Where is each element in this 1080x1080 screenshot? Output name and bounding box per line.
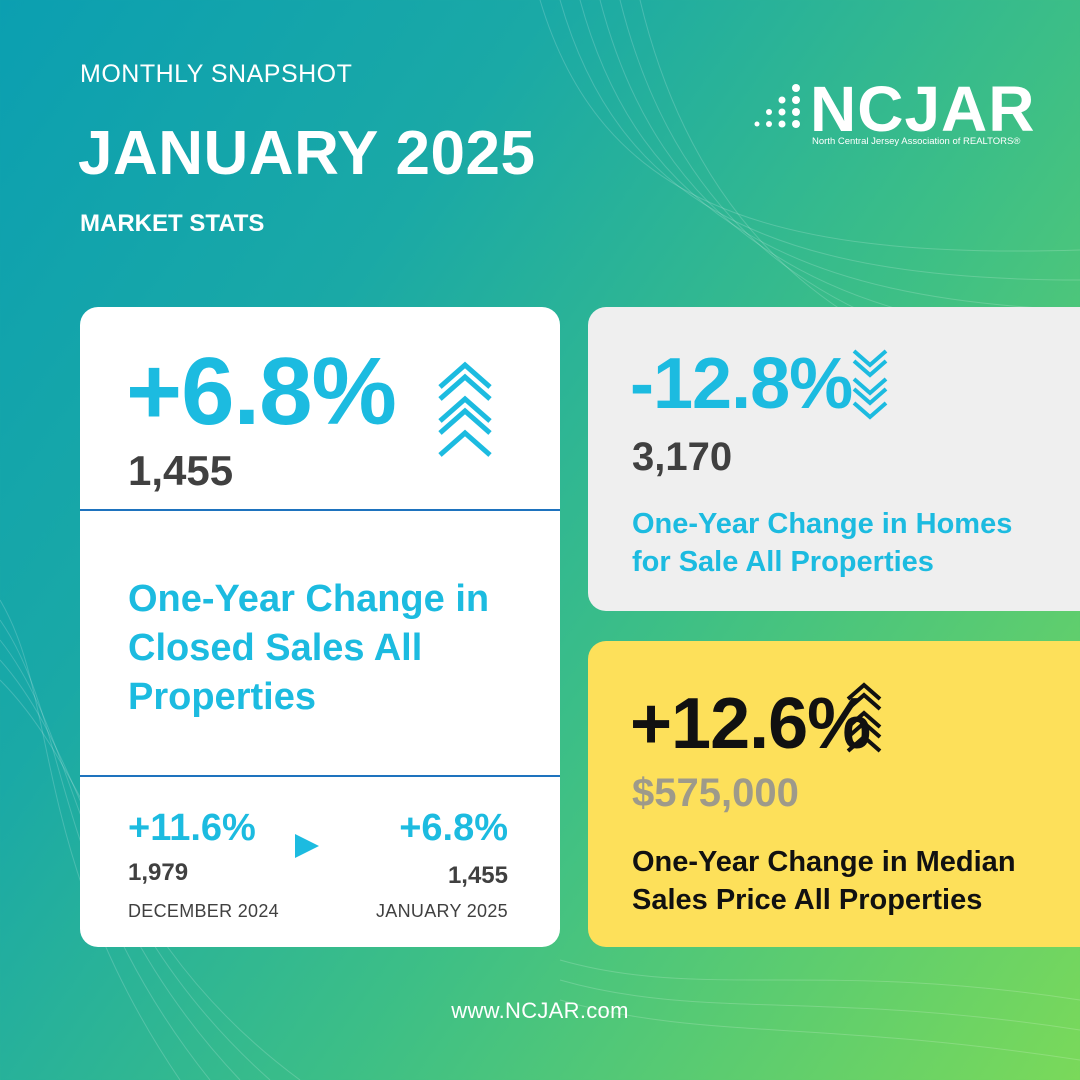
play-arrow-icon [295, 834, 319, 858]
homes-for-sale-count: 3,170 [632, 435, 733, 479]
current-period-label: JANUARY 2025 [375, 901, 508, 921]
previous-period-label: DECEMBER 2024 [128, 901, 279, 921]
divider-bottom [80, 775, 560, 777]
page-title: JANUARY 2025 [78, 119, 536, 188]
ncjar-logo: NCJAR North Central Jersey Association o… [752, 73, 1052, 158]
homes-for-sale-change: -12.8% [630, 344, 853, 424]
chevrons-down-icon [852, 349, 888, 420]
previous-period-change: +11.6% [128, 807, 256, 849]
median-price-card: +12.6% $575,000 One-Year Change in Media… [588, 641, 1080, 947]
snapshot-eyebrow: MONTHLY SNAPSHOT [80, 60, 353, 88]
median-price-value: $575,000 [632, 771, 799, 815]
page-subtitle: MARKET STATS [80, 210, 265, 237]
median-price-change: +12.6% [630, 684, 871, 764]
logo-wordmark: NCJAR [810, 73, 1036, 145]
homes-for-sale-card: -12.8% 3,170 One-Year Change in Homes fo… [588, 307, 1080, 611]
current-period-change: +6.8% [399, 807, 508, 849]
chevrons-up-icon [438, 361, 492, 457]
previous-period-count: 1,979 [128, 859, 189, 886]
closed-sales-count: 1,455 [128, 447, 234, 494]
homes-for-sale-description: One-Year Change in Homes for Sale All Pr… [632, 508, 1013, 578]
chevrons-up-icon [846, 682, 882, 753]
closed-sales-card: +6.8% 1,455 One-Year Change in Closed Sa… [80, 307, 560, 947]
logo-dots-icon [754, 84, 800, 128]
closed-sales-change: +6.8% [126, 338, 397, 445]
logo-tagline: North Central Jersey Association of REAL… [812, 136, 1021, 147]
divider-top [80, 509, 560, 511]
closed-sales-description: One-Year Change in Closed Sales All Prop… [128, 578, 490, 718]
footer-website-link[interactable]: www.NCJAR.com [451, 998, 629, 1023]
current-period-count: 1,455 [447, 862, 508, 889]
median-price-description: One-Year Change in Median Sales Price Al… [632, 846, 1016, 916]
